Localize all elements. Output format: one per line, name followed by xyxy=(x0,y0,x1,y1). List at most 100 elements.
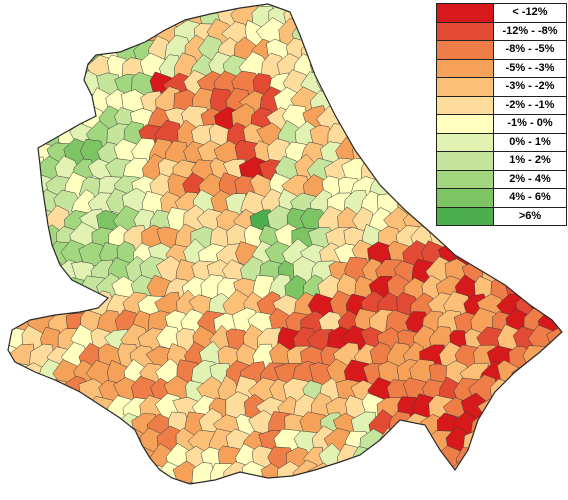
municipality-polygon xyxy=(27,34,56,67)
municipality-polygon xyxy=(233,479,260,484)
municipality-polygon xyxy=(116,4,140,30)
legend-swatch xyxy=(437,96,494,114)
municipality-polygon xyxy=(0,69,3,95)
municipality-polygon xyxy=(369,40,394,67)
municipality-polygon xyxy=(80,447,109,475)
municipality-polygon xyxy=(8,140,24,165)
municipality-polygon xyxy=(361,464,386,484)
municipality-polygon xyxy=(364,89,386,116)
municipality-polygon xyxy=(115,444,141,474)
municipality-polygon xyxy=(354,4,377,30)
legend-label: -8% - -5% xyxy=(505,43,555,55)
municipality-polygon xyxy=(8,56,17,82)
municipality-polygon xyxy=(394,155,420,184)
legend-label: 2% - 4% xyxy=(509,172,551,185)
municipality-polygon xyxy=(520,239,549,266)
legend-row: -12% - -8% xyxy=(437,21,566,40)
municipality-polygon xyxy=(0,445,4,474)
municipality-polygon xyxy=(124,463,149,484)
municipality-polygon xyxy=(60,412,91,437)
municipality-polygon xyxy=(0,276,4,300)
municipality-polygon xyxy=(0,208,4,235)
municipality-polygon xyxy=(268,480,292,484)
municipality-polygon xyxy=(0,410,4,437)
municipality-polygon xyxy=(55,466,81,484)
municipality-polygon xyxy=(0,106,5,134)
municipality-polygon xyxy=(66,482,90,484)
municipality-polygon xyxy=(8,155,15,186)
municipality-polygon xyxy=(89,4,116,11)
municipality-polygon xyxy=(47,107,72,134)
municipality-polygon xyxy=(8,85,16,115)
municipality-polygon xyxy=(462,226,490,255)
legend-swatch xyxy=(437,189,494,207)
municipality-polygon xyxy=(9,481,41,484)
municipality-polygon xyxy=(72,21,102,50)
legend-swatch xyxy=(437,4,494,22)
municipality-polygon xyxy=(395,120,422,151)
municipality-polygon xyxy=(8,103,21,130)
municipality-polygon xyxy=(367,136,396,165)
legend-label: 0% - 1% xyxy=(509,135,551,148)
municipality-polygon xyxy=(413,463,439,484)
municipality-polygon xyxy=(379,4,403,13)
municipality-polygon xyxy=(13,105,37,132)
municipality-polygon xyxy=(55,91,78,118)
municipality-polygon xyxy=(125,4,150,13)
municipality-polygon xyxy=(359,124,386,150)
municipality-polygon xyxy=(293,4,322,12)
municipality-polygon xyxy=(493,257,524,283)
municipality-polygon xyxy=(428,464,452,484)
municipality-polygon xyxy=(445,223,471,250)
municipality-polygon xyxy=(113,482,144,484)
municipality-polygon xyxy=(30,479,56,484)
municipality-polygon xyxy=(132,480,160,484)
legend-label: -1% - 0% xyxy=(507,117,553,129)
municipality-polygon xyxy=(191,4,218,14)
municipality-polygon xyxy=(473,442,500,473)
legend: < -12% -12% - -8% -8% - -5% -5% - -3% -3… xyxy=(436,3,567,226)
municipality-polygon xyxy=(556,379,562,406)
legend-row: -2% - -1% xyxy=(437,95,566,114)
municipality-polygon xyxy=(490,411,514,438)
municipality-polygon xyxy=(22,224,50,250)
municipality-polygon xyxy=(506,409,532,437)
municipality-polygon xyxy=(8,225,11,253)
municipality-polygon xyxy=(511,395,541,421)
legend-row: 0% - 1% xyxy=(437,132,566,151)
legend-row: -5% - -3% xyxy=(437,58,566,77)
municipality-polygon xyxy=(513,259,543,284)
municipality-polygon xyxy=(484,242,513,266)
municipality-polygon xyxy=(388,103,412,133)
municipality-polygon xyxy=(318,4,348,29)
municipality-polygon xyxy=(480,461,508,484)
legend-label: -12% - -8% xyxy=(502,24,558,37)
municipality-polygon xyxy=(371,479,394,484)
municipality-polygon xyxy=(8,463,31,484)
municipality-polygon xyxy=(353,70,382,98)
municipality-polygon xyxy=(109,463,135,484)
municipality-polygon xyxy=(61,444,92,474)
municipality-polygon xyxy=(531,227,557,249)
municipality-polygon xyxy=(8,4,14,14)
municipality-polygon xyxy=(494,431,525,457)
municipality-polygon xyxy=(524,446,549,470)
municipality-polygon xyxy=(319,38,343,65)
municipality-polygon xyxy=(8,291,12,321)
municipality-polygon xyxy=(512,462,542,484)
municipality-polygon xyxy=(0,346,5,370)
municipality-polygon xyxy=(197,480,228,484)
municipality-polygon xyxy=(31,410,55,438)
municipality-polygon xyxy=(530,391,560,421)
municipality-polygon xyxy=(394,4,421,13)
municipality-polygon xyxy=(71,4,99,11)
municipality-polygon xyxy=(329,20,356,49)
municipality-polygon xyxy=(387,478,411,484)
municipality-polygon xyxy=(55,4,83,13)
legend-row: 4% - 6% xyxy=(437,188,566,207)
municipality-polygon xyxy=(534,360,559,390)
municipality-polygon xyxy=(538,447,562,471)
municipality-polygon xyxy=(550,224,562,253)
municipality-polygon xyxy=(8,394,27,425)
municipality-polygon xyxy=(29,74,59,100)
